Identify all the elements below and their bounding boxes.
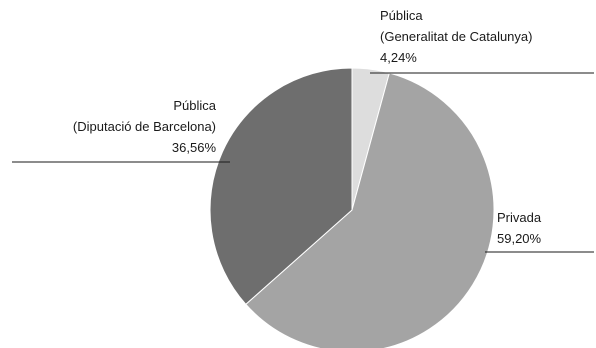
slice-label-diputacio-line2: (Diputació de Barcelona) (73, 119, 216, 134)
callout-diputacio: Pública (Diputació de Barcelona) 36,56% (12, 98, 230, 163)
slice-label-diputacio-line1: Pública (173, 98, 216, 113)
slice-diputacio (209, 67, 353, 306)
slice-value-privada: 59,20% (497, 231, 542, 246)
slices-group (209, 67, 495, 348)
slice-label-generalitat-line2: (Generalitat de Catalunya) (380, 29, 532, 44)
callout-generalitat: Pública (Generalitat de Catalunya) 4,24% (370, 8, 594, 74)
slice-privada (245, 72, 495, 348)
slice-value-generalitat: 4,24% (380, 50, 417, 65)
slice-label-generalitat-line1: Pública (380, 8, 423, 23)
slice-label-privada: Privada (497, 210, 542, 225)
slice-value-diputacio: 36,56% (172, 140, 217, 155)
callout-privada: Privada 59,20% (485, 210, 594, 253)
